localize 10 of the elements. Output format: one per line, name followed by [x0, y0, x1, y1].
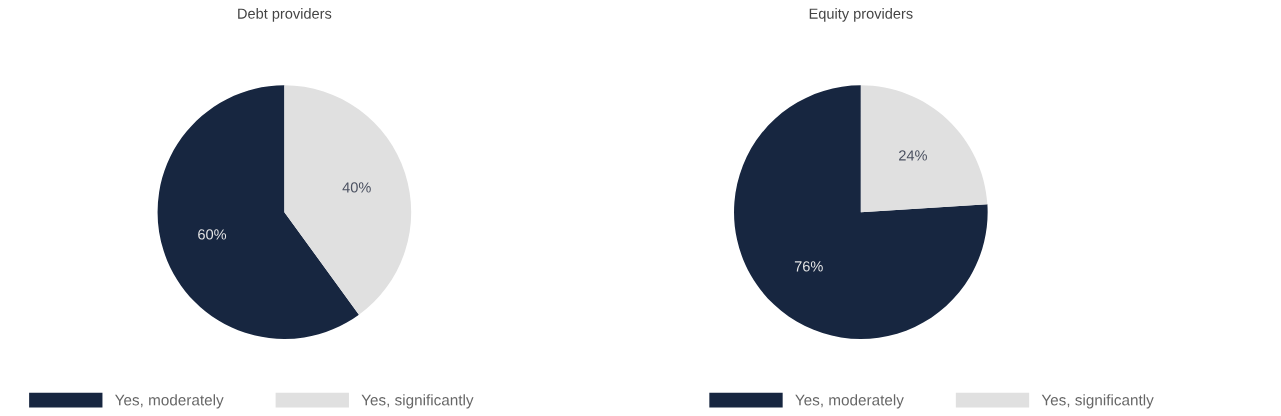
data-label: 76%	[794, 261, 823, 272]
data-label: 40%	[342, 182, 371, 193]
legend-label: Yes, significantly	[361, 394, 474, 409]
data-label: 60%	[198, 229, 227, 240]
legend-label: Yes, moderately	[795, 394, 904, 409]
legend-label: Yes, moderately	[115, 394, 224, 409]
chart-title: Debt providers	[238, 8, 332, 22]
chart-title: Equity providers	[809, 8, 913, 22]
legend-label: Yes, significantly	[1041, 394, 1154, 409]
data-label: 24%	[899, 150, 927, 161]
